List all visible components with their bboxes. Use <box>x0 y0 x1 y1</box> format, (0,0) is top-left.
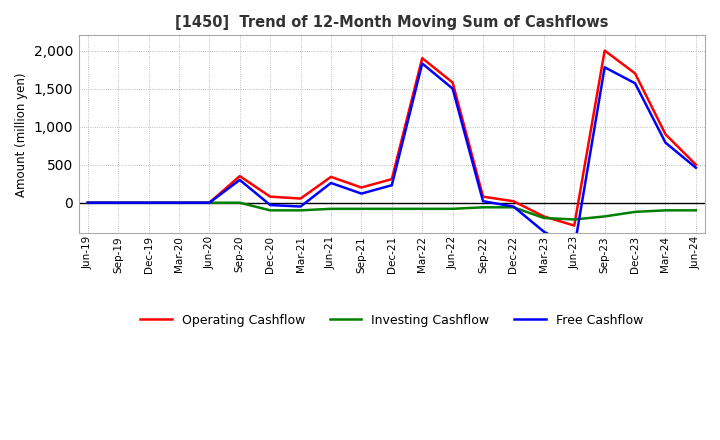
Free Cashflow <box>387 183 396 188</box>
Investing Cashflow <box>570 217 579 222</box>
Free Cashflow <box>661 140 670 145</box>
Free Cashflow <box>600 65 609 70</box>
Free Cashflow <box>691 165 700 170</box>
Operating Cashflow <box>600 48 609 53</box>
Investing Cashflow <box>449 206 457 212</box>
Investing Cashflow <box>114 200 122 205</box>
Free Cashflow <box>509 204 518 209</box>
Free Cashflow <box>84 200 92 205</box>
Title: [1450]  Trend of 12-Month Moving Sum of Cashflows: [1450] Trend of 12-Month Moving Sum of C… <box>175 15 608 30</box>
Legend: Operating Cashflow, Investing Cashflow, Free Cashflow: Operating Cashflow, Investing Cashflow, … <box>135 309 648 332</box>
Free Cashflow <box>570 246 579 251</box>
Investing Cashflow <box>296 208 305 213</box>
Operating Cashflow <box>296 196 305 201</box>
Line: Operating Cashflow: Operating Cashflow <box>88 51 696 226</box>
Investing Cashflow <box>175 200 184 205</box>
Investing Cashflow <box>631 209 639 215</box>
Free Cashflow <box>114 200 122 205</box>
Free Cashflow <box>327 180 336 186</box>
Operating Cashflow <box>235 173 244 179</box>
Operating Cashflow <box>327 174 336 180</box>
Operating Cashflow <box>691 162 700 167</box>
Investing Cashflow <box>144 200 153 205</box>
Free Cashflow <box>205 200 214 205</box>
Operating Cashflow <box>205 200 214 205</box>
Line: Free Cashflow: Free Cashflow <box>88 63 696 249</box>
Investing Cashflow <box>479 205 487 210</box>
Investing Cashflow <box>509 205 518 210</box>
Operating Cashflow <box>570 223 579 228</box>
Investing Cashflow <box>357 206 366 212</box>
Investing Cashflow <box>387 206 396 212</box>
Investing Cashflow <box>418 206 426 212</box>
Free Cashflow <box>235 177 244 183</box>
Operating Cashflow <box>387 176 396 182</box>
Investing Cashflow <box>661 208 670 213</box>
Operating Cashflow <box>144 200 153 205</box>
Free Cashflow <box>479 198 487 204</box>
Investing Cashflow <box>205 200 214 205</box>
Investing Cashflow <box>266 208 274 213</box>
Operating Cashflow <box>539 214 548 219</box>
Free Cashflow <box>539 229 548 234</box>
Line: Investing Cashflow: Investing Cashflow <box>88 203 696 220</box>
Operating Cashflow <box>175 200 184 205</box>
Operating Cashflow <box>266 194 274 199</box>
Free Cashflow <box>631 81 639 86</box>
Operating Cashflow <box>509 198 518 204</box>
Investing Cashflow <box>691 208 700 213</box>
Operating Cashflow <box>114 200 122 205</box>
Free Cashflow <box>418 61 426 66</box>
Y-axis label: Amount (million yen): Amount (million yen) <box>15 72 28 197</box>
Operating Cashflow <box>661 132 670 137</box>
Operating Cashflow <box>479 194 487 199</box>
Investing Cashflow <box>327 206 336 212</box>
Investing Cashflow <box>539 215 548 220</box>
Free Cashflow <box>296 204 305 209</box>
Free Cashflow <box>175 200 184 205</box>
Operating Cashflow <box>449 80 457 85</box>
Operating Cashflow <box>84 200 92 205</box>
Free Cashflow <box>266 202 274 208</box>
Free Cashflow <box>357 191 366 196</box>
Operating Cashflow <box>631 71 639 76</box>
Free Cashflow <box>449 86 457 91</box>
Investing Cashflow <box>235 200 244 205</box>
Operating Cashflow <box>418 55 426 61</box>
Investing Cashflow <box>84 200 92 205</box>
Operating Cashflow <box>357 185 366 190</box>
Investing Cashflow <box>600 214 609 219</box>
Free Cashflow <box>144 200 153 205</box>
